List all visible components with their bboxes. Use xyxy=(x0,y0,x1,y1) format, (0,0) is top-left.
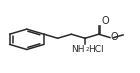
Text: O: O xyxy=(102,16,109,26)
Text: $_2$: $_2$ xyxy=(85,45,90,54)
Text: O: O xyxy=(111,32,118,42)
Text: NH: NH xyxy=(72,45,85,54)
Text: HCl: HCl xyxy=(89,45,104,54)
